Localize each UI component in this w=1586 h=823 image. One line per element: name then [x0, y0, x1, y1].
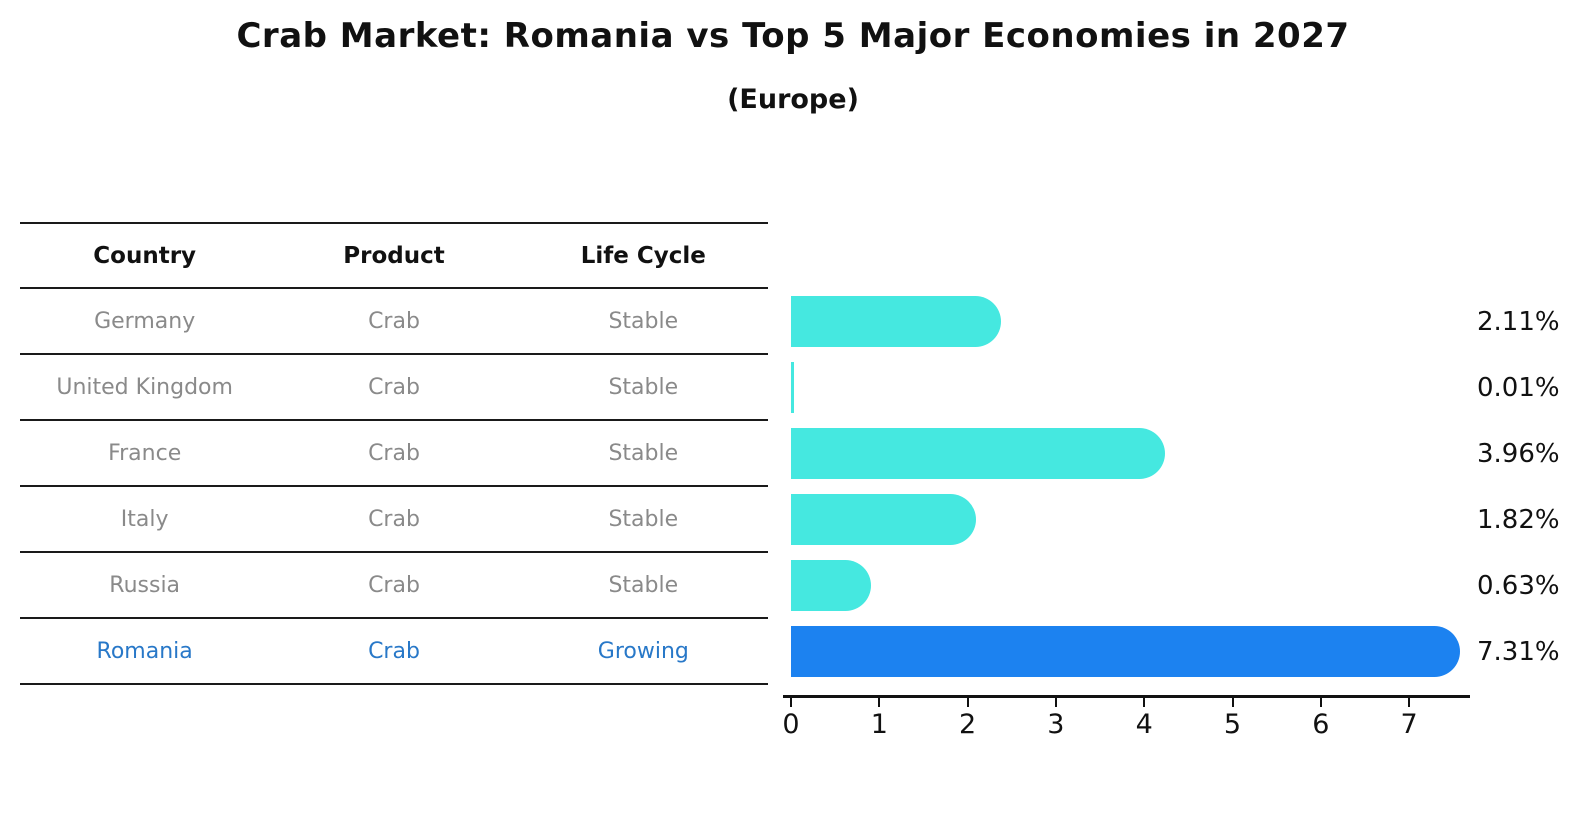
- bar-germany: [791, 296, 1001, 347]
- cell-life-cycle: Stable: [608, 374, 679, 400]
- cell-life-cycle: Stable: [608, 572, 679, 598]
- x-axis-line: [783, 695, 1470, 698]
- cell-life-cycle: Growing: [597, 638, 689, 664]
- x-axis-tick: [1143, 698, 1146, 707]
- bar-italy: [791, 494, 976, 545]
- table-row-united-kingdom: United Kingdom Crab Stable: [20, 355, 768, 421]
- x-axis-tick-label: 7: [1400, 709, 1418, 740]
- cell-country: Russia: [109, 572, 181, 598]
- x-axis-tick-label: 4: [1135, 709, 1153, 740]
- x-axis-tick: [966, 698, 969, 707]
- x-axis-tick-label: 1: [870, 709, 888, 740]
- chart-title: Crab Market: Romania vs Top 5 Major Econ…: [236, 16, 1350, 56]
- x-axis-tick-label: 0: [782, 709, 800, 740]
- cell-life-cycle: Stable: [608, 506, 679, 532]
- x-axis-tick: [790, 698, 792, 707]
- value-label-italy: 1.82%: [1477, 505, 1560, 535]
- bar-russia: [791, 560, 871, 611]
- table-row-germany: Germany Crab Stable: [20, 289, 768, 355]
- table-row-france: France Crab Stable: [20, 421, 768, 487]
- x-axis-tick-label: 6: [1312, 709, 1330, 740]
- column-header-product: Product: [343, 242, 445, 269]
- x-axis-tick-label: 3: [1047, 709, 1065, 740]
- x-axis-tick-label: 2: [959, 709, 977, 740]
- cell-product: Crab: [368, 506, 420, 532]
- x-axis-tick: [1231, 698, 1234, 707]
- cell-country: France: [108, 440, 182, 466]
- chart-subtitle: (Europe): [727, 84, 859, 115]
- bar-france: [791, 428, 1165, 479]
- x-axis-tick: [1054, 698, 1057, 707]
- cell-life-cycle: Stable: [608, 308, 679, 334]
- x-axis-tick-label: 5: [1223, 709, 1242, 740]
- value-label-germany: 2.11%: [1477, 307, 1560, 337]
- column-header-life-cycle: Life Cycle: [580, 242, 706, 269]
- cell-product: Crab: [368, 572, 420, 598]
- table-row-romania: Romania Crab Growing: [20, 619, 768, 685]
- x-axis-tick: [1408, 698, 1411, 707]
- value-label-united-kingdom: 0.01%: [1477, 373, 1560, 403]
- cell-country: Romania: [96, 638, 193, 664]
- value-label-romania: 7.31%: [1477, 637, 1560, 667]
- bar-plot: 0 1 2 3 4 5 6 7: [782, 289, 1543, 769]
- value-label-russia: 0.63%: [1477, 571, 1560, 601]
- cell-product: Crab: [368, 440, 420, 466]
- value-labels: 2.11% 0.01% 3.96% 1.82% 0.63% 7.31%: [1477, 289, 1586, 689]
- cell-country: Germany: [94, 308, 196, 334]
- x-axis-tick: [1319, 698, 1322, 707]
- x-axis-tick: [878, 698, 881, 707]
- table-row-italy: Italy Crab Stable: [20, 487, 768, 553]
- bar-united-kingdom: [791, 362, 794, 413]
- table-row-russia: Russia Crab Stable: [20, 553, 768, 619]
- cell-product: Crab: [368, 308, 420, 334]
- bar-romania-highlighted: [791, 626, 1460, 677]
- cell-life-cycle: Stable: [608, 440, 679, 466]
- cell-country: United Kingdom: [56, 374, 233, 400]
- table-header-row: Country Product Life Cycle: [20, 222, 768, 289]
- cell-product: Crab: [368, 374, 420, 400]
- country-table: Country Product Life Cycle Germany Crab …: [20, 222, 768, 685]
- cell-country: Italy: [120, 506, 169, 532]
- cell-product: Crab: [368, 638, 420, 664]
- column-header-country: Country: [93, 242, 197, 269]
- value-label-france: 3.96%: [1477, 439, 1560, 469]
